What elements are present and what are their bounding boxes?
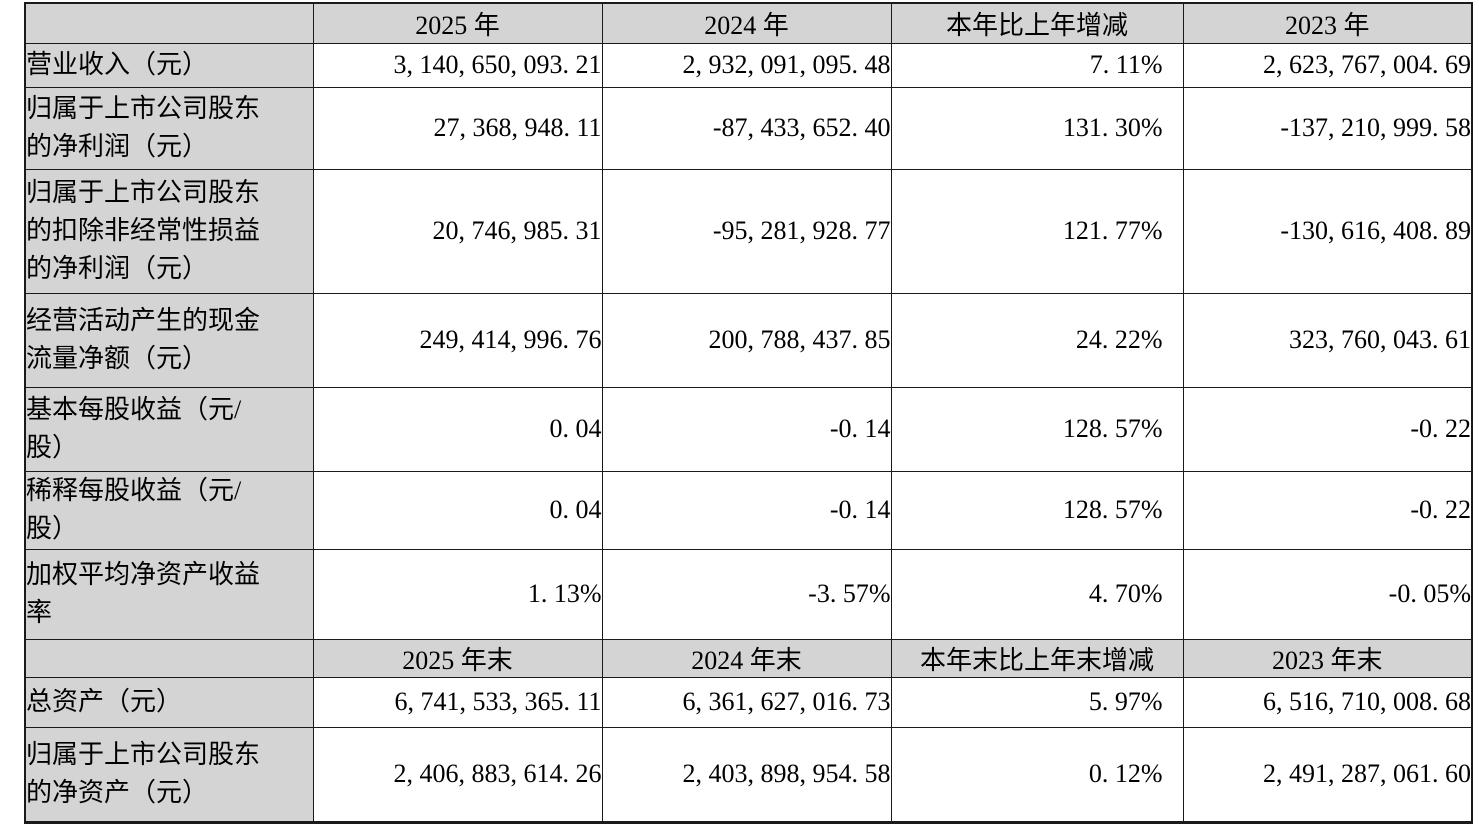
value-cell: 0. 04 <box>312 470 603 550</box>
value-cell: 4. 70% <box>890 548 1184 640</box>
header-empty-cell <box>24 2 314 44</box>
value-cell: -0. 14 <box>601 386 892 472</box>
header-row-annual: 2025 年 2024 年 本年比上年增减 2023 年 <box>24 2 1473 44</box>
value-cell: 3, 140, 650, 093. 21 <box>312 42 603 88</box>
table-row-net-profit-excl-nonrecurring: 归属于上市公司股东 的扣除非经常性损益 的净利润（元） 20, 746, 985… <box>24 168 1473 294</box>
row-label: 经营活动产生的现金 流量净额（元） <box>24 292 314 388</box>
value-cell: -0. 22 <box>1182 386 1473 472</box>
value-cell: 27, 368, 948. 11 <box>312 86 603 170</box>
financial-summary-table: 2025 年 2024 年 本年比上年增减 2023 年 营业收入（元） 3, … <box>24 2 1473 824</box>
row-label: 归属于上市公司股东 的净利润（元） <box>24 86 314 170</box>
header-end-yoy-change: 本年末比上年末增减 <box>890 638 1184 678</box>
financial-summary-section: 2025 年 2024 年 本年比上年增减 2023 年 营业收入（元） 3, … <box>24 2 1473 824</box>
table-row-diluted-eps: 稀释每股收益（元/ 股） 0. 04 -0. 14 128. 57% -0. 2… <box>24 470 1473 550</box>
header-empty-cell <box>24 638 314 678</box>
row-label: 归属于上市公司股东 的净资产（元） <box>24 726 314 823</box>
value-cell: 24. 22% <box>890 292 1184 388</box>
row-label: 总资产（元） <box>24 676 314 728</box>
header-year-2025: 2025 年 <box>312 2 603 44</box>
value-cell: 121. 77% <box>890 168 1184 294</box>
header-year-2023: 2023 年 <box>1182 2 1473 44</box>
row-label: 营业收入（元） <box>24 42 314 88</box>
value-cell: -87, 433, 652. 40 <box>601 86 892 170</box>
value-cell: 131. 30% <box>890 86 1184 170</box>
value-cell: -3. 57% <box>601 548 892 640</box>
header-end-2023: 2023 年末 <box>1182 638 1473 678</box>
table-row-revenue: 营业收入（元） 3, 140, 650, 093. 21 2, 932, 091… <box>24 42 1473 88</box>
header-row-period-end: 2025 年末 2024 年末 本年末比上年末增减 2023 年末 <box>24 638 1473 678</box>
header-end-2025: 2025 年末 <box>312 638 603 678</box>
header-end-2024: 2024 年末 <box>601 638 892 678</box>
row-label: 归属于上市公司股东 的扣除非经常性损益 的净利润（元） <box>24 168 314 294</box>
table-row-net-assets: 归属于上市公司股东 的净资产（元） 2, 406, 883, 614. 26 2… <box>24 726 1473 823</box>
value-cell: 1. 13% <box>312 548 603 640</box>
row-label: 基本每股收益（元/ 股） <box>24 386 314 472</box>
value-cell: 128. 57% <box>890 386 1184 472</box>
value-cell: 6, 516, 710, 008. 68 <box>1182 676 1473 728</box>
header-yoy-change: 本年比上年增减 <box>890 2 1184 44</box>
table-row-weighted-avg-roe: 加权平均净资产收益 率 1. 13% -3. 57% 4. 70% -0. 05… <box>24 548 1473 640</box>
value-cell: -130, 616, 408. 89 <box>1182 168 1473 294</box>
value-cell: 0. 12% <box>890 726 1184 823</box>
value-cell: 6, 741, 533, 365. 11 <box>312 676 603 728</box>
value-cell: 323, 760, 043. 61 <box>1182 292 1473 388</box>
table-row-basic-eps: 基本每股收益（元/ 股） 0. 04 -0. 14 128. 57% -0. 2… <box>24 386 1473 472</box>
value-cell: 2, 932, 091, 095. 48 <box>601 42 892 88</box>
value-cell: -95, 281, 928. 77 <box>601 168 892 294</box>
value-cell: 2, 403, 898, 954. 58 <box>601 726 892 823</box>
value-cell: 200, 788, 437. 85 <box>601 292 892 388</box>
value-cell: 2, 623, 767, 004. 69 <box>1182 42 1473 88</box>
table-row-total-assets: 总资产（元） 6, 741, 533, 365. 11 6, 361, 627,… <box>24 676 1473 728</box>
value-cell: -0. 22 <box>1182 470 1473 550</box>
value-cell: -0. 14 <box>601 470 892 550</box>
value-cell: 128. 57% <box>890 470 1184 550</box>
value-cell: 249, 414, 996. 76 <box>312 292 603 388</box>
value-cell: 5. 97% <box>890 676 1184 728</box>
value-cell: 7. 11% <box>890 42 1184 88</box>
table-row-net-profit: 归属于上市公司股东 的净利润（元） 27, 368, 948. 11 -87, … <box>24 86 1473 170</box>
value-cell: 2, 406, 883, 614. 26 <box>312 726 603 823</box>
value-cell: -137, 210, 999. 58 <box>1182 86 1473 170</box>
value-cell: 20, 746, 985. 31 <box>312 168 603 294</box>
value-cell: -0. 05% <box>1182 548 1473 640</box>
value-cell: 0. 04 <box>312 386 603 472</box>
value-cell: 2, 491, 287, 061. 60 <box>1182 726 1473 823</box>
table-row-operating-cash-flow: 经营活动产生的现金 流量净额（元） 249, 414, 996. 76 200,… <box>24 292 1473 388</box>
value-cell: 6, 361, 627, 016. 73 <box>601 676 892 728</box>
row-label: 稀释每股收益（元/ 股） <box>24 470 314 550</box>
header-year-2024: 2024 年 <box>601 2 892 44</box>
row-label: 加权平均净资产收益 率 <box>24 548 314 640</box>
